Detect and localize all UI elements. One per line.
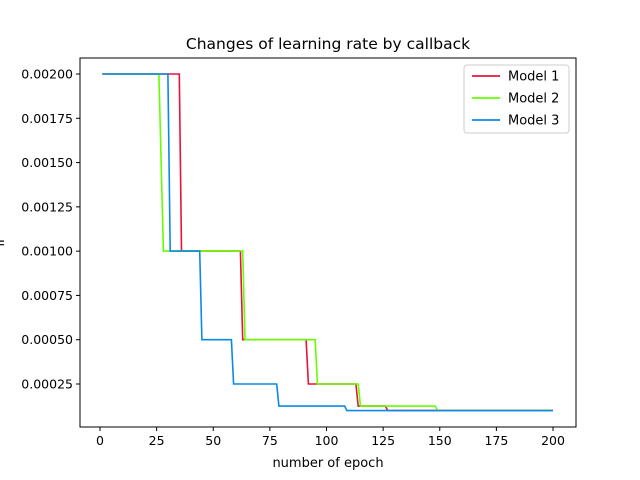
y-axis: 0.00025 0.00050 0.00075 0.00100 0.00125 0.001… <box>21 67 80 392</box>
x-tick-label: 75 <box>262 433 278 448</box>
series-line-2 <box>102 73 553 412</box>
series-line-3 <box>102 73 553 412</box>
y-tick-label: 0.00075 <box>21 288 73 303</box>
legend-label-2: Model 2 <box>508 92 559 107</box>
y-tick-label: 0.00050 <box>21 332 73 347</box>
y-axis-title: lr <box>0 237 8 247</box>
y-tick-label: 0.00100 <box>21 244 73 259</box>
x-tick-label: 50 <box>205 433 221 448</box>
chart-title: Changes of learning rate by callback <box>186 35 470 53</box>
x-tick-label: 25 <box>149 433 165 448</box>
y-tick-label: 0.00200 <box>21 67 73 82</box>
x-tick-label: 0 <box>96 433 104 448</box>
x-axis-title: number of epoch <box>272 456 383 471</box>
x-axis: 0 25 50 75 100 125 150 175 200 <box>96 427 565 448</box>
y-tick-label: 0.00175 <box>21 111 73 126</box>
x-tick-label: 150 <box>428 433 452 448</box>
y-tick-label: 0.00125 <box>21 199 73 214</box>
y-tick-label: 0.00025 <box>21 377 73 392</box>
x-tick-label: 175 <box>484 433 508 448</box>
x-tick-label: 100 <box>315 433 339 448</box>
legend-label-3: Model 3 <box>508 114 559 129</box>
legend-label-1: Model 1 <box>508 70 559 85</box>
plot-frame <box>79 57 577 428</box>
legend-box <box>463 64 570 134</box>
x-tick-label: 125 <box>371 433 395 448</box>
x-tick-label: 200 <box>541 433 565 448</box>
y-tick-label: 0.00150 <box>21 155 73 170</box>
legend: Model 1 Model 2 Model 3 <box>463 64 570 134</box>
plot-area <box>102 73 553 412</box>
